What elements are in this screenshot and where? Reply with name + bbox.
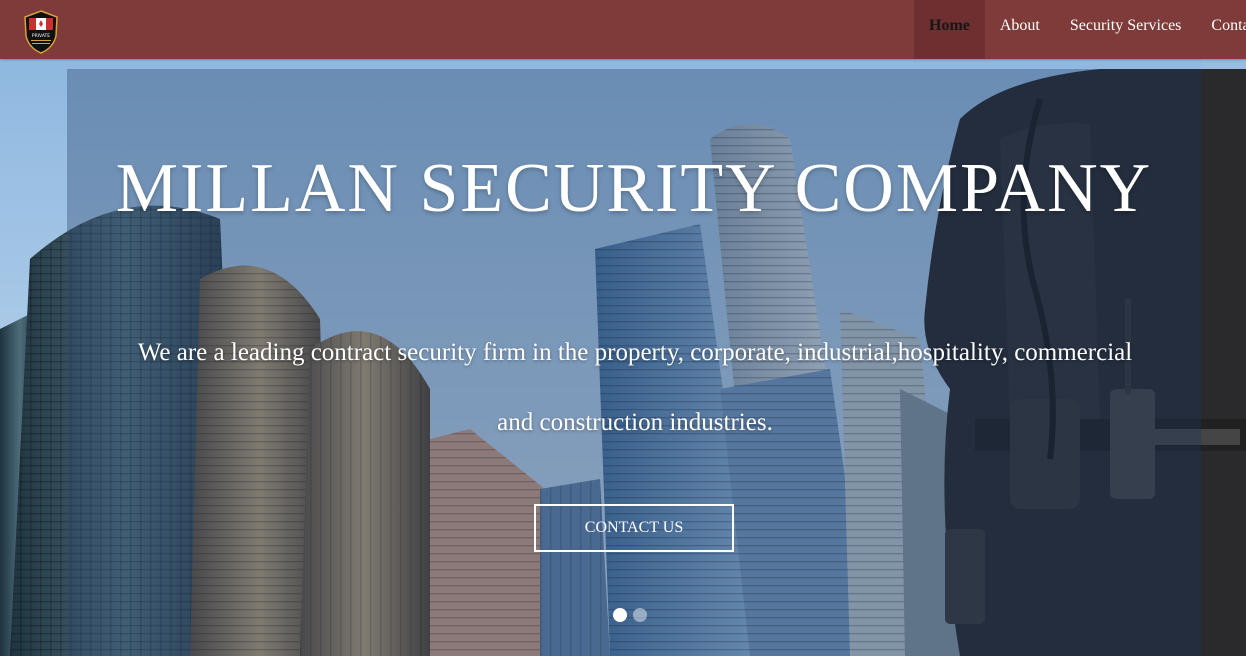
nav-item-home[interactable]: Home [914, 0, 985, 59]
main-nav: Home About Security Services Conta [914, 0, 1246, 59]
nav-item-security-services[interactable]: Security Services [1069, 17, 1182, 34]
shield-logo-icon[interactable]: PRIVATE [23, 10, 59, 54]
hero-overlay-edge [1201, 59, 1246, 656]
hero-subtitle: We are a leading contract security firm … [137, 339, 1133, 436]
hero-image [0, 59, 1246, 656]
carousel-dot-1[interactable] [613, 608, 627, 622]
hero-title: MILLAN SECURITY COMPANY [115, 150, 1153, 227]
nav-item-contact[interactable]: Conta [1211, 17, 1246, 34]
logo-text: PRIVATE [32, 33, 50, 39]
contact-us-button[interactable]: CONTACT US [534, 504, 734, 552]
hero-overlay [67, 69, 1201, 656]
navbar: PRIVATE Home About Security Services Con… [0, 0, 1246, 59]
hero-background [0, 59, 1246, 656]
carousel-dot-2[interactable] [633, 608, 647, 622]
nav-item-about[interactable]: About [999, 17, 1040, 34]
carousel-indicators [613, 608, 647, 622]
